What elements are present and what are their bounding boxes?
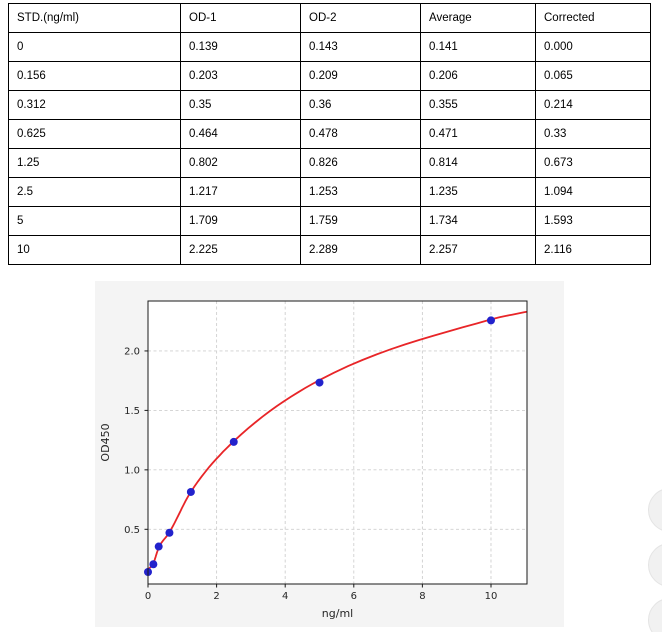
table-cell: 1.217 xyxy=(180,177,301,207)
table-cell: 1.709 xyxy=(180,206,301,236)
table-cell: 0.206 xyxy=(420,61,536,91)
table-cell: 1.759 xyxy=(300,206,421,236)
table-row: 0.625 0.464 0.478 0.471 0.33 xyxy=(8,119,651,149)
data-point xyxy=(154,542,163,551)
table-cell: 1.094 xyxy=(535,177,651,207)
svg-text:1.5: 1.5 xyxy=(124,406,140,417)
floating-button-3[interactable] xyxy=(648,598,662,632)
table-cell: 0 xyxy=(8,32,181,62)
table-cell: 0.471 xyxy=(420,119,536,149)
data-point xyxy=(186,487,195,496)
data-point xyxy=(315,378,324,387)
table-cell: 0.209 xyxy=(300,61,421,91)
data-point xyxy=(229,437,238,446)
svg-text:0.5: 0.5 xyxy=(124,525,140,536)
plot-area xyxy=(148,301,527,584)
table-cell: 1.734 xyxy=(420,206,536,236)
svg-text:1.0: 1.0 xyxy=(124,465,140,476)
svg-text:10: 10 xyxy=(485,591,498,602)
plot-border xyxy=(147,300,528,585)
table-cell: 5 xyxy=(8,206,181,236)
standard-curve-chart: 0 2 4 6 8 10 0.5 1.0 1.5 2.0 ng/ml OD450 xyxy=(99,300,528,620)
svg-text:4: 4 xyxy=(282,591,288,602)
svg-text:2: 2 xyxy=(213,591,219,602)
table-cell: 0.000 xyxy=(535,32,651,62)
svg-text:0: 0 xyxy=(145,591,151,602)
table-cell: 0.355 xyxy=(420,90,536,120)
table-row: 10 2.225 2.289 2.257 2.116 xyxy=(8,235,651,265)
data-point xyxy=(165,528,174,537)
table-header-row: STD.(ng/ml) OD-1 OD-2 Average Corrected xyxy=(8,3,651,33)
data-point xyxy=(486,316,495,325)
data-point xyxy=(149,560,158,569)
table-cell: 10 xyxy=(8,235,181,265)
tick-labels: 0 2 4 6 8 10 0.5 1.0 1.5 2.0 xyxy=(124,346,497,602)
table-row: 0 0.139 0.143 0.141 0.000 xyxy=(8,32,651,62)
table-cell: 0.35 xyxy=(180,90,301,120)
standards-table-body: STD.(ng/ml) OD-1 OD-2 Average Corrected 0 0.13… xyxy=(8,3,651,265)
floating-button-2[interactable] xyxy=(648,543,662,587)
header-cell: OD-1 xyxy=(180,3,301,33)
table-cell: 2.116 xyxy=(535,235,651,265)
header-cell: OD-2 xyxy=(300,3,421,33)
table-cell: 0.673 xyxy=(535,148,651,178)
svg-text:6: 6 xyxy=(351,591,357,602)
grid-lines xyxy=(147,301,527,584)
table-row: 2.5 1.217 1.253 1.235 1.094 xyxy=(8,177,651,207)
x-axis-label: ng/ml xyxy=(322,607,353,620)
table-cell: 2.289 xyxy=(300,235,421,265)
table-row: 1.25 0.802 0.826 0.814 0.673 xyxy=(8,148,651,178)
table-cell: 0.478 xyxy=(300,119,421,149)
table-cell: 0.139 xyxy=(180,32,301,62)
table-cell: 1.25 xyxy=(8,148,181,178)
table-cell: 0.214 xyxy=(535,90,651,120)
table-cell: 0.065 xyxy=(535,61,651,91)
table-cell: 2.5 xyxy=(8,177,181,207)
table-cell: 0.802 xyxy=(180,148,301,178)
table-row: 0.312 0.35 0.36 0.355 0.214 xyxy=(8,90,651,120)
tick-marks xyxy=(144,350,492,588)
table-row: 5 1.709 1.759 1.734 1.593 xyxy=(8,206,651,236)
table-cell: 0.814 xyxy=(420,148,536,178)
standards-table: STD.(ng/ml) OD-1 OD-2 Average Corrected 0 0.13… xyxy=(8,3,651,265)
table-cell: 2.257 xyxy=(420,235,536,265)
table-cell: 0.156 xyxy=(8,61,181,91)
table-cell: 0.203 xyxy=(180,61,301,91)
table-cell: 0.625 xyxy=(8,119,181,149)
header-cell: Average xyxy=(420,3,536,33)
table-row: 0.156 0.203 0.209 0.206 0.065 xyxy=(8,61,651,91)
y-axis-label: OD450 xyxy=(99,423,112,461)
table-cell: 1.593 xyxy=(535,206,651,236)
standard-curve-figure: 0 2 4 6 8 10 0.5 1.0 1.5 2.0 ng/ml OD450 xyxy=(95,281,564,627)
floating-button-1[interactable] xyxy=(648,488,662,532)
header-cell: STD.(ng/ml) xyxy=(8,3,181,33)
table-cell: 0.33 xyxy=(535,119,651,149)
table-cell: 1.253 xyxy=(300,177,421,207)
table-cell: 1.235 xyxy=(420,177,536,207)
table-cell: 2.225 xyxy=(180,235,301,265)
table-cell: 0.143 xyxy=(300,32,421,62)
table-cell: 0.826 xyxy=(300,148,421,178)
table-cell: 0.312 xyxy=(8,90,181,120)
table-cell: 0.36 xyxy=(300,90,421,120)
svg-text:8: 8 xyxy=(419,591,425,602)
table-cell: 0.141 xyxy=(420,32,536,62)
header-cell: Corrected xyxy=(535,3,651,33)
svg-text:2.0: 2.0 xyxy=(124,346,140,357)
table-cell: 0.464 xyxy=(180,119,301,149)
